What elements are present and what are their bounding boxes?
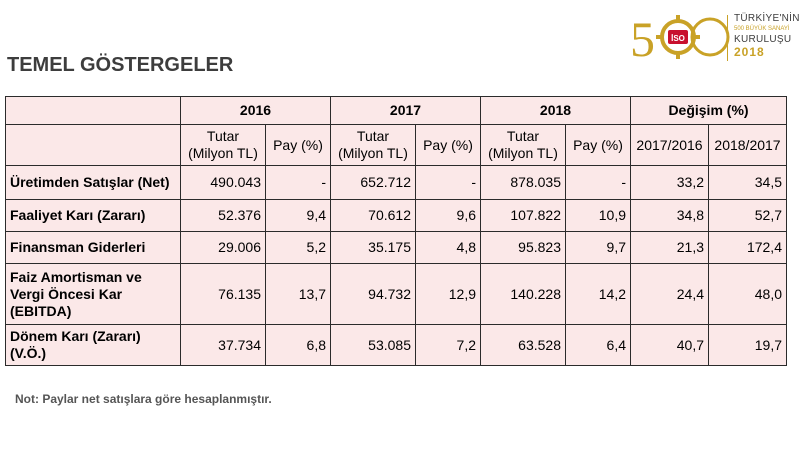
cell-share-2018: 6,4 <box>565 324 631 366</box>
cell-share-2016: - <box>265 165 331 200</box>
table-row: Faiz Amortisman ve Vergi Öncesi Kar (EBI… <box>5 263 787 325</box>
cell-change-2: 34,5 <box>708 165 787 200</box>
subheader-amount-2018: Tutar (Milyon TL) <box>480 124 566 166</box>
cell-share-2017: 4,8 <box>415 231 481 264</box>
table-row: Dönem Karı (Zararı) (V.Ö.) 37.734 6,8 53… <box>5 324 787 366</box>
cell-value-2017: 70.612 <box>330 199 416 232</box>
cell-change-1: 34,8 <box>630 199 709 232</box>
cell-change-1: 24,4 <box>630 263 709 325</box>
header-year-2017: 2017 <box>330 96 481 125</box>
logo-gear-teeth <box>656 15 700 59</box>
cell-share-2017: 7,2 <box>415 324 481 366</box>
cell-share-2016: 6,8 <box>265 324 331 366</box>
subheader-share-2017: Pay (%) <box>415 124 481 166</box>
subheader-share-2016: Pay (%) <box>265 124 331 166</box>
logo-line2: 500 BÜYÜK SANAYİ <box>734 26 790 32</box>
cell-value-2017: 94.732 <box>330 263 416 325</box>
cell-value-2017: 652.712 <box>330 165 416 200</box>
cell-share-2018: - <box>565 165 631 200</box>
cell-value-2018: 107.822 <box>480 199 566 232</box>
header-row-years: 2016 2017 2018 Değişim (%) <box>5 96 787 125</box>
cell-share-2017: - <box>415 165 481 200</box>
page-title: TEMEL GÖSTERGELER <box>7 54 234 76</box>
logo-digit-5: 5 <box>630 11 655 62</box>
cell-change-1: 21,3 <box>630 231 709 264</box>
logo-line1: TÜRKİYE'NİN <box>734 13 800 24</box>
cell-share-2018: 14,2 <box>565 263 631 325</box>
cell-share-2018: 10,9 <box>565 199 631 232</box>
header-empty <box>5 96 181 125</box>
header-year-2018: 2018 <box>480 96 631 125</box>
cell-change-1: 40,7 <box>630 324 709 366</box>
cell-value-2018: 95.823 <box>480 231 566 264</box>
cell-share-2016: 13,7 <box>265 263 331 325</box>
cell-change-2: 19,7 <box>708 324 787 366</box>
cell-value-2016: 490.043 <box>180 165 266 200</box>
subheader-change-2: 2018/2017 <box>708 124 787 166</box>
cell-change-2: 172,4 <box>708 231 787 264</box>
logo-text: TÜRKİYE'NİN 500 BÜYÜK SANAYİ KURULUŞU 20… <box>734 13 800 59</box>
subheader-empty <box>5 124 181 166</box>
iso-emblem-icon <box>668 30 688 44</box>
iso500-logo: 5 İSO <box>630 11 730 62</box>
cell-value-2018: 63.528 <box>480 324 566 366</box>
key-indicators-table: 2016 2017 2018 Değişim (%) Tutar (Milyon… <box>5 96 787 366</box>
logo-line3: KURULUŞU <box>734 34 792 45</box>
logo-gear-ring <box>660 19 696 55</box>
row-label: Üretimden Satışlar (Net) <box>5 165 181 200</box>
cell-change-2: 52,7 <box>708 199 787 232</box>
cell-value-2016: 37.734 <box>180 324 266 366</box>
cell-value-2016: 29.006 <box>180 231 266 264</box>
row-label: Dönem Karı (Zararı) (V.Ö.) <box>5 324 181 366</box>
subheader-share-2018: Pay (%) <box>565 124 631 166</box>
row-label: Faaliyet Karı (Zararı) <box>5 199 181 232</box>
cell-value-2018: 878.035 <box>480 165 566 200</box>
footnote: Not: Paylar net satışlara göre hesaplanm… <box>15 392 272 406</box>
row-label: Faiz Amortisman ve Vergi Öncesi Kar (EBI… <box>5 263 181 325</box>
subheader-change-1: 2017/2016 <box>630 124 709 166</box>
header-row-sub: Tutar (Milyon TL) Pay (%) Tutar (Milyon … <box>5 124 787 166</box>
cell-share-2017: 12,9 <box>415 263 481 325</box>
subheader-amount-2017: Tutar (Milyon TL) <box>330 124 416 166</box>
cell-value-2016: 76.135 <box>180 263 266 325</box>
cell-value-2017: 53.085 <box>330 324 416 366</box>
header-change: Değişim (%) <box>630 96 787 125</box>
row-label: Finansman Giderleri <box>5 231 181 264</box>
cell-share-2017: 9,6 <box>415 199 481 232</box>
subheader-amount-2016: Tutar (Milyon TL) <box>180 124 266 166</box>
logo-divider <box>727 15 728 61</box>
logo-year: 2018 <box>734 45 765 59</box>
cell-value-2018: 140.228 <box>480 263 566 325</box>
cell-value-2017: 35.175 <box>330 231 416 264</box>
cell-share-2016: 5,2 <box>265 231 331 264</box>
cell-value-2016: 52.376 <box>180 199 266 232</box>
cell-change-1: 33,2 <box>630 165 709 200</box>
table-row: Üretimden Satışlar (Net) 490.043 - 652.7… <box>5 165 787 200</box>
iso-emblem-text: İSO <box>671 34 685 43</box>
header-year-2016: 2016 <box>180 96 331 125</box>
cell-share-2018: 9,7 <box>565 231 631 264</box>
cell-change-2: 48,0 <box>708 263 787 325</box>
table-row: Faaliyet Karı (Zararı) 52.376 9,4 70.612… <box>5 199 787 232</box>
logo-digit-0-ring <box>690 17 730 57</box>
cell-share-2016: 9,4 <box>265 199 331 232</box>
table-row: Finansman Giderleri 29.006 5,2 35.175 4,… <box>5 231 787 264</box>
